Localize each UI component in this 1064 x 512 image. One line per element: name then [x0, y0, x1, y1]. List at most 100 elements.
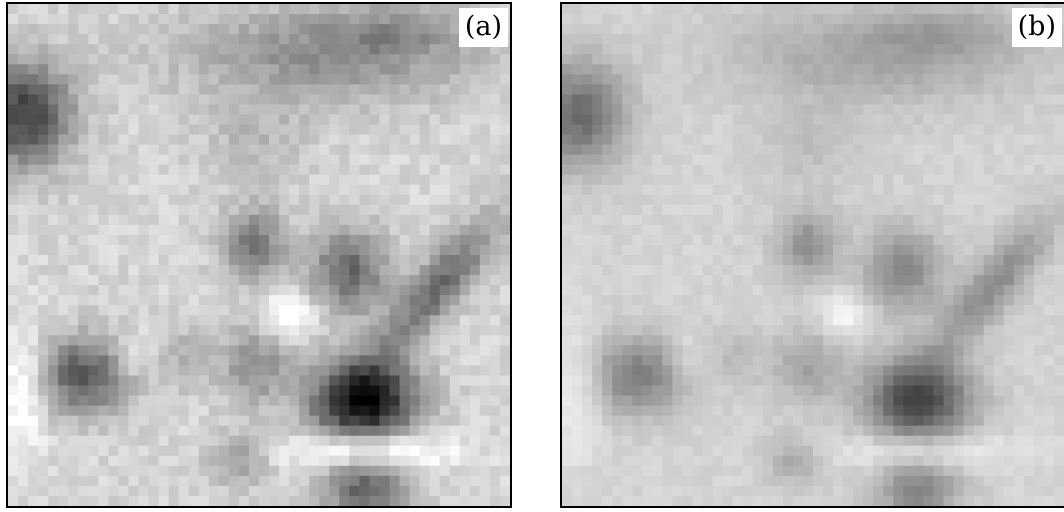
image-pixel: [612, 265, 623, 276]
image-pixel: [1053, 255, 1064, 266]
image-pixel: [622, 74, 633, 85]
image-pixel: [299, 14, 310, 25]
image-pixel: [562, 134, 573, 145]
image-pixel: [1043, 64, 1055, 75]
image-pixel: [449, 64, 461, 75]
image-pixel: [218, 335, 230, 346]
image-pixel: [592, 244, 603, 256]
image-pixel: [439, 64, 451, 75]
image-pixel: [632, 244, 643, 256]
image-pixel: [712, 174, 724, 186]
image-pixel: [1003, 134, 1015, 145]
image-pixel: [732, 224, 744, 236]
image-pixel: [269, 355, 280, 366]
image-pixel: [582, 395, 593, 406]
image-pixel: [469, 204, 481, 216]
image-pixel: [582, 174, 593, 186]
image-pixel: [742, 355, 754, 366]
image-pixel: [963, 124, 975, 135]
image-pixel: [309, 234, 320, 246]
image-pixel: [792, 445, 804, 457]
image-pixel: [722, 134, 734, 145]
image-pixel: [1033, 64, 1045, 75]
image-pixel: [963, 4, 975, 15]
image-pixel: [28, 335, 39, 346]
image-pixel: [238, 365, 250, 376]
image-pixel: [319, 495, 330, 506]
image-pixel: [208, 315, 220, 326]
image-pixel: [138, 375, 149, 386]
image-pixel: [562, 365, 573, 376]
image-pixel: [439, 365, 451, 376]
image-pixel: [489, 305, 501, 316]
image-pixel: [439, 435, 451, 447]
image-pixel: [682, 144, 693, 155]
image-pixel: [652, 144, 663, 155]
image-pixel: [722, 84, 734, 95]
image-pixel: [339, 14, 350, 25]
image-pixel: [228, 395, 240, 406]
image-pixel: [973, 465, 985, 477]
image-pixel: [68, 305, 79, 316]
image-pixel: [863, 435, 874, 447]
image-pixel: [592, 104, 603, 115]
image-pixel: [843, 54, 854, 65]
image-pixel: [349, 265, 360, 276]
image-pixel: [873, 425, 884, 437]
image-pixel: [469, 74, 481, 85]
image-pixel: [389, 34, 400, 45]
image-pixel: [1033, 285, 1045, 296]
image-pixel: [8, 345, 19, 356]
image-pixel: [439, 134, 451, 145]
image-pixel: [572, 405, 583, 417]
image-pixel: [883, 365, 894, 376]
image-pixel: [843, 405, 854, 417]
image-pixel: [339, 435, 350, 447]
image-pixel: [479, 54, 491, 65]
image-pixel: [269, 184, 280, 196]
image-pixel: [359, 435, 370, 447]
image-pixel: [449, 265, 461, 276]
image-pixel: [742, 365, 754, 376]
image-pixel: [762, 204, 774, 216]
image-pixel: [913, 174, 924, 186]
image-pixel: [88, 124, 99, 135]
image-pixel: [168, 405, 180, 417]
image-pixel: [1043, 355, 1055, 366]
image-pixel: [662, 255, 673, 266]
image-pixel: [722, 355, 734, 366]
image-pixel: [479, 74, 491, 85]
image-pixel: [248, 184, 260, 196]
image-pixel: [309, 124, 320, 135]
image-pixel: [913, 405, 924, 417]
image-pixel: [913, 415, 924, 427]
image-pixel: [923, 4, 934, 15]
image-pixel: [469, 54, 481, 65]
image-pixel: [622, 315, 633, 326]
image-pixel: [973, 164, 985, 176]
image-pixel: [732, 74, 744, 85]
image-pixel: [78, 4, 89, 15]
image-pixel: [833, 265, 844, 276]
image-pixel: [802, 285, 814, 296]
image-pixel: [58, 44, 69, 55]
image-pixel: [339, 405, 350, 417]
image-pixel: [782, 305, 794, 316]
image-pixel: [762, 335, 774, 346]
image-pixel: [339, 495, 350, 506]
image-pixel: [792, 14, 804, 25]
image-pixel: [359, 204, 370, 216]
image-pixel: [128, 244, 139, 256]
image-pixel: [98, 194, 109, 206]
image-pixel: [198, 355, 210, 366]
image-pixel: [823, 114, 834, 125]
image-pixel: [419, 244, 431, 256]
image-pixel: [389, 64, 400, 75]
image-pixel: [1043, 194, 1055, 206]
image-pixel: [642, 365, 653, 376]
image-pixel: [863, 4, 874, 15]
image-pixel: [88, 234, 99, 246]
image-pixel: [732, 385, 744, 396]
image-pixel: [883, 14, 894, 25]
image-pixel: [98, 325, 109, 336]
